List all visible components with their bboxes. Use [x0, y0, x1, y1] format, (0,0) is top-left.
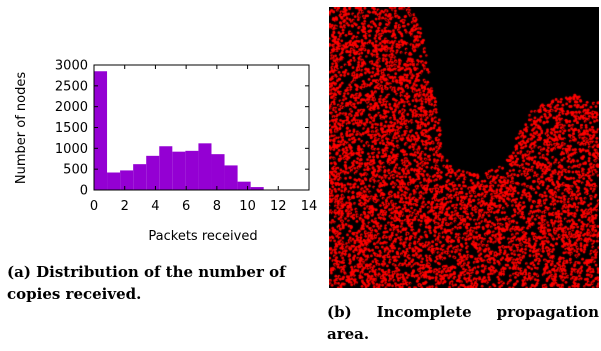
x-tick-label: 12 — [270, 199, 287, 214]
x-tick-label: 8 — [213, 199, 221, 214]
caption-a: (a) Distribution of the number of copies… — [7, 263, 286, 303]
x-axis-label: Packets received — [148, 229, 257, 244]
histogram-bar — [146, 155, 160, 190]
histogram-bar — [159, 146, 173, 190]
y-tick-label: 1000 — [55, 142, 88, 157]
x-tick-label: 0 — [90, 199, 98, 214]
histogram-bar — [94, 71, 108, 190]
histogram-bar — [133, 164, 147, 190]
histogram-bar — [185, 150, 199, 190]
y-tick-label: 0 — [80, 184, 88, 199]
x-axis-ticks: 0 2 4 6 8 10 12 14 — [90, 65, 317, 214]
y-axis-label: Number of nodes — [14, 72, 29, 184]
y-tick-label: 3000 — [55, 59, 88, 74]
caption-b: (b) Incomplete propagation area. — [327, 303, 599, 343]
y-tick-label: 500 — [63, 163, 88, 178]
histogram-bar — [237, 181, 251, 190]
histogram-bar — [224, 165, 238, 190]
x-tick-label: 4 — [151, 199, 159, 214]
histogram-bar — [107, 172, 121, 190]
x-tick-label: 2 — [121, 199, 129, 214]
y-tick-label: 2500 — [55, 79, 88, 94]
y-tick-label: 2000 — [55, 100, 88, 115]
y-tick-label: 1500 — [55, 121, 88, 136]
propagation-map — [329, 7, 599, 288]
histogram-bars — [94, 71, 277, 190]
x-tick-label: 14 — [301, 199, 318, 214]
x-tick-label: 6 — [182, 199, 190, 214]
x-tick-label: 10 — [239, 199, 256, 214]
histogram-bar — [120, 170, 134, 190]
histogram-chart: 0 2 4 6 8 10 12 14 0 500 1000 1500 2000 2500 3000 Pac… — [14, 59, 317, 245]
histogram-bar — [250, 187, 264, 190]
histogram-bar — [198, 143, 212, 190]
histogram-bar — [211, 154, 225, 190]
histogram-bar — [172, 151, 186, 190]
y-axis-ticks: 0 500 1000 1500 2000 2500 3000 — [55, 59, 309, 199]
